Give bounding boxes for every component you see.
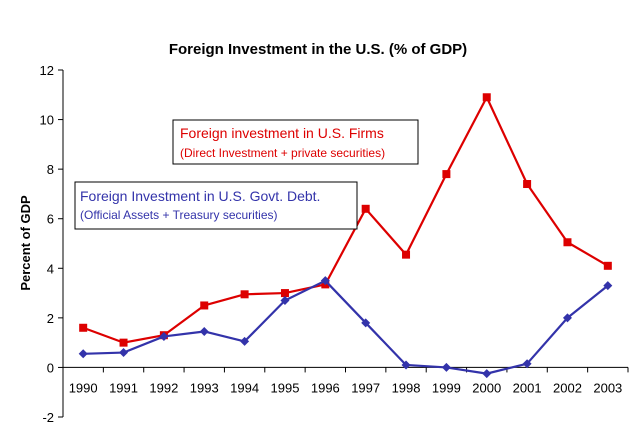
x-tick-label: 1997 [351,380,380,395]
y-tick-label: 12 [40,63,54,78]
data-point-firms [523,180,532,189]
annotation-govt-debt-title: Foreign Investment in U.S. Govt. Debt. [80,188,320,204]
annotation-firms-box [172,119,419,165]
y-tick-label: -2 [42,410,54,425]
chart-title: Foreign Investment in the U.S. (% of GDP… [169,41,467,58]
data-point-govt-debt [603,281,613,291]
data-point-firms [79,323,88,332]
y-tick-label: 6 [47,212,54,227]
data-point-govt-debt [562,313,572,323]
data-point-govt-debt [361,318,371,328]
data-point-govt-debt [159,331,169,341]
data-point-govt-debt [401,360,411,370]
annotation-firms: Foreign investment in U.S. Firms (Direct… [172,119,419,165]
x-tick-label: 1993 [190,380,219,395]
data-point-firms [442,170,451,179]
annotation-govt-debt-subtitle: (Official Assets + Treasury securities) [80,208,278,222]
data-point-govt-debt [199,326,209,336]
x-tick-label: 2000 [472,380,501,395]
y-tick-label: 2 [47,311,54,326]
data-point-firms [482,93,491,102]
x-tick-label: 1996 [311,380,340,395]
data-point-govt-debt [320,276,330,286]
x-tick-label: 1992 [149,380,178,395]
x-tick-label: 1998 [392,380,421,395]
annotation-firms-subtitle: (Direct Investment + private securities) [180,146,385,160]
y-tick-label: 0 [47,360,54,375]
data-point-govt-debt [522,359,532,369]
x-tick-label: 1999 [432,380,461,395]
x-tick-label: 1991 [109,380,138,395]
x-tick-label: 1995 [271,380,300,395]
data-point-firms [603,261,612,270]
data-point-govt-debt [441,362,451,372]
data-point-govt-debt [240,336,250,346]
data-point-firms [563,238,572,247]
annotation-govt-debt-box [74,181,358,230]
y-tick-label: 4 [47,261,54,276]
y-axis-label: Percent of GDP [18,195,33,291]
data-point-firms [280,289,289,298]
x-tick-label: 2001 [513,380,542,395]
x-tick-label: 1990 [69,380,98,395]
series-line-govt-debt [83,279,609,375]
data-point-govt-debt [482,369,492,379]
data-point-firms [361,204,370,213]
data-point-firms [119,338,128,347]
series-line-firms [82,96,609,344]
annotation-firms-title: Foreign investment in U.S. Firms [180,125,384,141]
x-tick-label: 2003 [593,380,622,395]
axes: -2 0 2 4 6 8 10 12 1990 1991 1992 1993 1994 1995 1996 1… [40,63,629,425]
y-tick-label: 10 [40,113,54,128]
data-point-firms [200,301,209,310]
annotation-govt-debt: Foreign Investment in U.S. Govt. Debt. (… [74,181,358,230]
series-layer [78,93,613,379]
data-point-govt-debt [119,348,129,358]
data-point-firms [240,290,249,299]
x-tick-label: 2002 [553,380,582,395]
data-point-govt-debt [280,296,290,306]
data-point-firms [402,250,411,259]
data-point-govt-debt [78,349,88,359]
x-tick-label: 1994 [230,380,259,395]
y-tick-label: 8 [47,162,54,177]
